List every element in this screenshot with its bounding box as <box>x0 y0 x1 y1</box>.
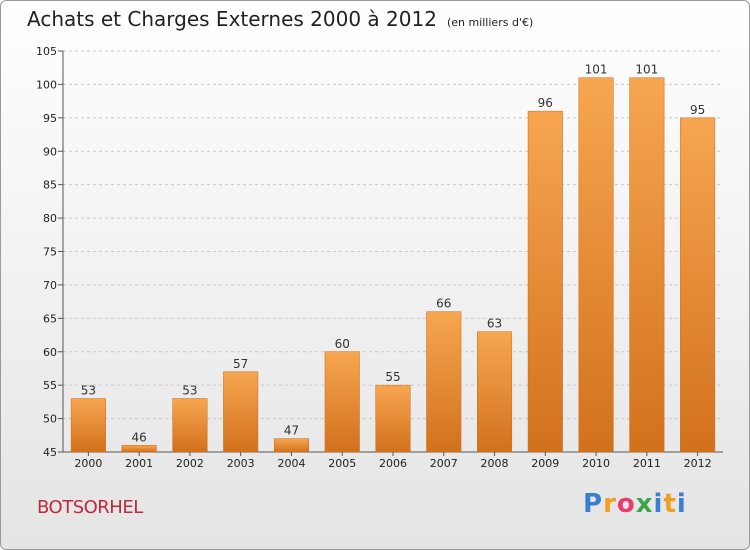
data-label-2008: 63 <box>487 317 502 331</box>
data-label-2002: 53 <box>182 384 197 398</box>
x-tick-label-2009: 2009 <box>531 457 559 470</box>
x-tick-label-2012: 2012 <box>684 457 712 470</box>
y-tick-label: 85 <box>43 179 57 192</box>
y-tick-label: 100 <box>36 78 57 91</box>
bar-2001 <box>121 445 157 453</box>
bar-2000 <box>70 398 106 453</box>
x-tick-label-2004: 2004 <box>277 457 305 470</box>
chart-unit-note: (en milliers d'€) <box>446 16 534 29</box>
x-tick-label-2001: 2001 <box>125 457 153 470</box>
data-label-2001: 46 <box>132 430 147 444</box>
y-tick-label: 45 <box>43 446 57 459</box>
data-label-2000: 53 <box>81 384 96 398</box>
bar-2002 <box>172 398 208 453</box>
y-tick-label: 90 <box>43 145 57 158</box>
y-tick-label: 105 <box>36 45 57 58</box>
data-label-2007: 66 <box>436 297 451 311</box>
bar-2004 <box>273 438 309 453</box>
logo-letter: P <box>583 489 604 519</box>
logo-letter: i <box>653 489 664 519</box>
logo-letter: o <box>616 489 636 519</box>
data-label-2011: 101 <box>635 63 658 77</box>
logo-letter: x <box>635 489 654 519</box>
x-tick-label-2002: 2002 <box>176 457 204 470</box>
bar-2009 <box>527 110 563 453</box>
bar-2008 <box>477 331 513 453</box>
chart-title: Achats et Charges Externes 2000 à 2012 <box>27 7 437 31</box>
y-tick-label: 70 <box>43 279 57 292</box>
y-tick-label: 50 <box>43 413 57 426</box>
x-tick-label-2005: 2005 <box>328 457 356 470</box>
bar-2011 <box>629 77 665 453</box>
bars <box>70 77 716 453</box>
bar-2003 <box>223 371 259 453</box>
y-tick-label: 80 <box>43 212 57 225</box>
y-tick-label: 75 <box>43 246 57 259</box>
x-tick-label-2010: 2010 <box>582 457 610 470</box>
chart-title-block: Achats et Charges Externes 2000 à 2012 (e… <box>27 7 533 31</box>
data-labels: 53 46 53 57 47 60 55 66 63 96 101 101 95 <box>81 63 706 445</box>
y-tick-label: 95 <box>43 112 57 125</box>
logo-letter: t <box>663 489 677 519</box>
x-tick-label-2008: 2008 <box>481 457 509 470</box>
data-label-2003: 57 <box>233 357 248 371</box>
bar-2012 <box>680 117 716 453</box>
y-tick-label: 60 <box>43 346 57 359</box>
data-label-2004: 47 <box>284 424 299 438</box>
bar-2005 <box>324 351 360 453</box>
x-tick-label-2003: 2003 <box>227 457 255 470</box>
x-tick-label-2007: 2007 <box>430 457 458 470</box>
proxiti-logo: Proxiti <box>583 489 687 519</box>
logo-letter: i <box>676 489 687 519</box>
x-tick-label-2000: 2000 <box>74 457 102 470</box>
y-tick-labels: 45 50 55 60 65 70 75 80 85 90 95 100 105 <box>36 45 57 459</box>
data-label-2005: 60 <box>335 337 350 351</box>
data-label-2010: 101 <box>585 63 608 77</box>
x-tick-labels: 2000 2001 2002 2003 2004 2005 2006 2007 2008 2009… <box>74 452 712 470</box>
bar-2010 <box>578 77 614 453</box>
commune-name: BOTSORHEL <box>37 497 143 518</box>
logo-letter: r <box>603 489 617 519</box>
bar-2007 <box>426 311 462 453</box>
x-tick-label-2006: 2006 <box>379 457 407 470</box>
y-tick-label: 55 <box>43 379 57 392</box>
data-label-2006: 55 <box>385 370 400 384</box>
data-label-2009: 96 <box>538 96 553 110</box>
bar-2006 <box>375 384 411 453</box>
x-tick-label-2011: 2011 <box>633 457 661 470</box>
data-label-2012: 95 <box>690 103 705 117</box>
y-tick-label: 65 <box>43 312 57 325</box>
